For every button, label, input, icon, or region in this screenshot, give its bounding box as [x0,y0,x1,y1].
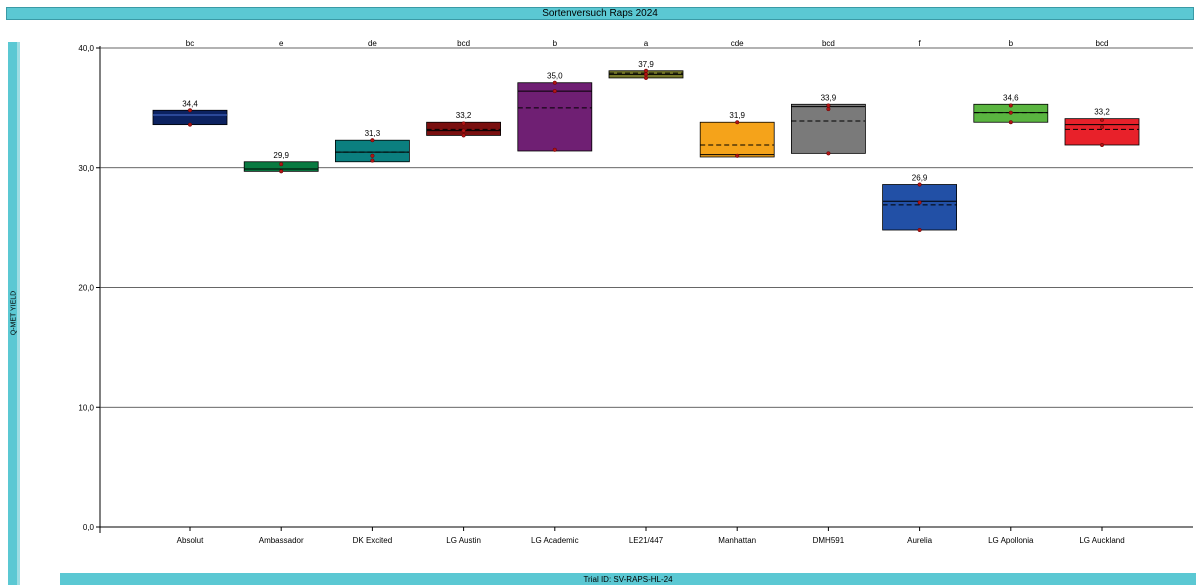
x-tick-label: LG Austin [446,536,481,545]
box [791,103,866,154]
data-point [1008,103,1013,108]
significance-letter: cde [731,39,744,48]
significance-letter: e [279,39,284,48]
data-point [917,200,922,205]
data-point [187,122,193,127]
significance-letter: de [368,39,377,48]
significance-letter: b [1009,39,1014,48]
y-axis-side-bar [8,42,20,585]
data-point [826,107,831,112]
box [1064,118,1140,146]
data-point [826,151,831,156]
mean-label: 33,2 [1094,108,1110,117]
x-tick-label: Ambassador [259,536,304,545]
data-point [187,108,193,113]
y-tick-label: 10,0 [78,403,94,412]
data-point [1008,110,1013,115]
mean-label: 35,0 [547,72,563,81]
significance-letter: bcd [1096,39,1109,48]
mean-label: 33,2 [456,111,472,120]
box [699,121,775,158]
mean-label: 34,6 [1003,93,1019,102]
data-point [279,162,284,167]
data-point [552,147,557,152]
x-tick-label: DK Excited [353,536,393,545]
data-point [826,103,831,108]
mean-label: 29,9 [273,151,289,160]
footer-trial-id: Trial ID: SV-RAPS-HL-24 [583,575,673,584]
data-point [279,169,284,174]
data-point [370,158,375,163]
x-tick-label: LG Academic [531,536,579,545]
x-tick-label: LG Apollonia [988,536,1034,545]
data-point [1099,117,1105,122]
significance-letter: b [553,39,558,48]
mean-label: 33,9 [821,93,837,102]
y-tick-label: 0,0 [83,523,95,532]
chart-title: Sortenversuch Raps 2024 [542,8,658,19]
significance-letter: bcd [822,39,835,48]
x-tick-label: LE21/447 [629,536,664,545]
data-point [735,120,740,125]
data-point [643,75,649,80]
mean-label: 26,9 [912,174,928,183]
data-point [643,68,649,73]
data-point [643,72,649,77]
data-point [1008,120,1013,125]
data-point [917,227,922,233]
x-tick-label: LG Auckland [1079,536,1124,545]
y-tick-label: 30,0 [78,164,94,173]
x-tick-label: Aurelia [907,536,932,545]
data-point [735,153,740,158]
y-tick-label: 20,0 [78,284,94,293]
data-point [552,80,557,85]
data-point [370,138,375,143]
x-tick-label: DMH591 [813,536,845,545]
significance-letter: bc [186,39,194,48]
data-point [1099,142,1105,148]
mean-label: 37,9 [638,60,654,69]
footer-bar: Trial ID: SV-RAPS-HL-24 [60,573,1196,585]
mean-label: 31,9 [729,111,745,120]
x-tick-label: Manhattan [718,536,756,545]
mean-label: 31,3 [365,129,381,138]
box [152,109,228,126]
data-point [461,133,466,138]
data-point [461,128,466,133]
significance-letter: a [644,39,649,48]
box [517,82,593,152]
data-point [461,121,466,126]
data-point [370,153,375,158]
y-tick-label: 40,0 [78,44,94,53]
x-tick-label: Absolut [177,536,204,545]
data-point [1099,124,1105,130]
mean-label: 34,4 [182,99,198,108]
data-point [917,182,922,187]
data-point [552,89,557,94]
box [882,184,957,231]
significance-letter: bcd [457,39,470,48]
significance-letter: f [918,39,921,48]
chart-title-bar: Sortenversuch Raps 2024 [6,7,1194,20]
